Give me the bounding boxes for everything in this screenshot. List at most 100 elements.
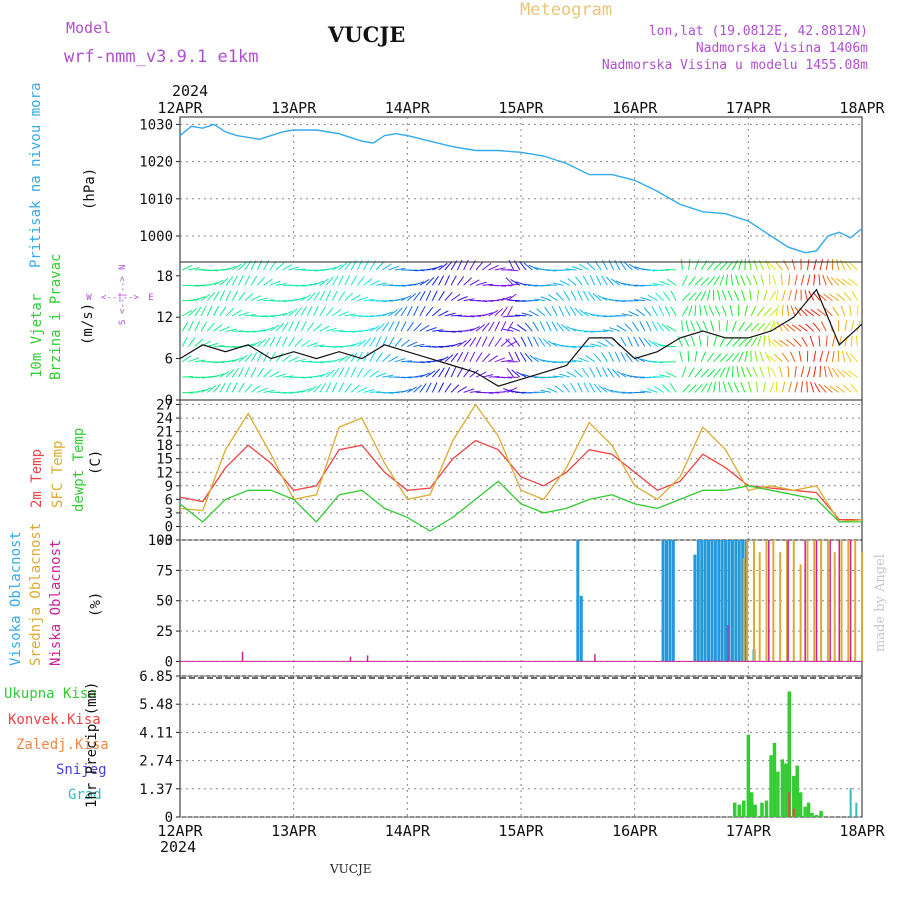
wind-arrow [469, 369, 479, 378]
wind-arrow [181, 321, 189, 332]
wind-arrow [469, 326, 481, 332]
wind-arrow [790, 305, 796, 317]
wind-arrow [740, 382, 746, 393]
wind-arrow [231, 275, 239, 286]
wind-arrow [794, 289, 798, 301]
wind-arrow [621, 391, 633, 394]
wind-arrow [628, 310, 639, 317]
wind-arrow [225, 276, 234, 286]
temperature-panel-ytick: 24 [156, 411, 173, 427]
wind-arrow [338, 355, 349, 363]
wind-arrow [694, 276, 703, 286]
wind-arrow [394, 358, 406, 363]
cloud-bar [829, 540, 831, 662]
time-tick-top: 15APR [498, 99, 544, 117]
wind-arrow [400, 321, 407, 332]
cloud-bar [804, 540, 806, 662]
time-tick-bottom: 13APR [271, 822, 317, 840]
wind-arrow [759, 366, 765, 378]
cloud-bar [813, 540, 816, 662]
wind-arrow [413, 322, 422, 332]
wind-arrow [257, 387, 268, 393]
wind-arrow [488, 264, 499, 271]
wind-arrow [419, 383, 427, 393]
wind-arrow [319, 382, 327, 393]
wind-arrow [508, 315, 520, 317]
wind-arrow [687, 350, 690, 362]
wind-arrow [256, 367, 264, 378]
wind-arrow [313, 344, 325, 347]
wind-arrow [475, 371, 487, 378]
precip-bar [806, 802, 811, 817]
wind-arrow [500, 306, 508, 317]
cloud-bar [765, 540, 768, 662]
cloud-bar [742, 558, 745, 662]
precip-legend-frz: Zaledj.Kisa [16, 737, 109, 753]
precip-panel-frame [179, 675, 863, 818]
wind-arrow [438, 291, 445, 301]
wind-arrow [181, 355, 192, 363]
wind-arrow [406, 305, 413, 317]
precip-bar [798, 792, 803, 817]
wind-arrow [744, 322, 753, 332]
wind-arrow [826, 275, 833, 286]
wind-arrow [500, 295, 512, 302]
wind-arrow [331, 382, 338, 393]
wind-arrow [463, 351, 469, 363]
wind-arrow [457, 340, 467, 347]
wind-arrow [736, 366, 740, 378]
wind-arrow [457, 386, 467, 393]
wind-arrow [643, 337, 652, 347]
wind-arrow [232, 263, 242, 271]
wind-arrow [794, 366, 797, 378]
wind-arrow [757, 322, 766, 332]
wind-arrow [294, 268, 306, 271]
wind-arrow [344, 383, 352, 393]
cloud-bar [753, 540, 756, 662]
wind-arrow [469, 279, 480, 286]
wind-arrow [703, 305, 708, 317]
wind-arrow [438, 382, 445, 393]
precip-bar [746, 734, 751, 817]
wind-arrow [344, 260, 352, 271]
precip-bar [855, 802, 858, 817]
wind-arrow [219, 371, 230, 378]
wind-arrow [269, 280, 281, 286]
wind-arrow [225, 328, 237, 332]
wind-arrow [574, 307, 583, 317]
compass-north: N [118, 265, 128, 270]
wind-arrow [699, 304, 702, 316]
wind-arrow [707, 261, 715, 271]
wind-arrow [469, 351, 476, 363]
wind-arrow [188, 337, 196, 347]
wind-arrow [382, 263, 392, 271]
wind-arrow [721, 290, 727, 301]
time-tick-bottom: 14APR [385, 822, 431, 840]
wind-arrow [463, 328, 475, 332]
wind-arrow [768, 274, 771, 286]
time-tick-bottom: 12APR [157, 822, 203, 840]
wind-arrow [332, 346, 344, 348]
wind-arrow [275, 262, 285, 271]
wind-arrow [438, 367, 445, 378]
wind-arrow [836, 369, 846, 378]
wind-arrow [738, 338, 747, 347]
wind-arrow [694, 368, 703, 378]
wind-arrow [558, 305, 565, 317]
wind-arrow [719, 336, 726, 347]
cloud-bar [724, 540, 728, 662]
wind-arrow [787, 366, 790, 378]
wind-arrow [841, 278, 852, 286]
wind-arrow [419, 361, 431, 363]
wind-arrow [590, 343, 602, 347]
wind-arrow [350, 341, 362, 347]
wind-arrow [608, 351, 615, 363]
wind-arrow [419, 324, 430, 332]
wind-arrow [719, 261, 728, 271]
wind-arrow [593, 383, 602, 393]
cloud-bar [854, 540, 857, 662]
cloud-bar [849, 540, 852, 662]
wind-arrow [584, 311, 596, 317]
wind-arrow [294, 321, 300, 332]
cloud-bar [710, 540, 714, 662]
